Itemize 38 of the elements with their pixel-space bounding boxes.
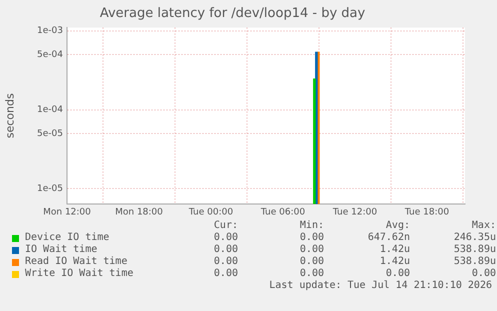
- legend-label: Device IO time: [25, 232, 110, 244]
- text: 246.35u: [452, 232, 496, 244]
- x-tick-label: Mon 12:00: [43, 208, 92, 218]
- text: Avg:: [384, 220, 410, 232]
- text: 538.89u: [452, 244, 496, 256]
- text: 0.00: [298, 244, 324, 256]
- text: 0.00: [298, 268, 324, 280]
- x-tick-label: Tue 12:00: [332, 208, 378, 218]
- text: 0.00: [298, 256, 324, 268]
- text: 0.00: [212, 256, 238, 268]
- text: Cur:: [212, 220, 238, 232]
- text: 0.00: [384, 268, 410, 280]
- chart-title: Average latency for /dev/loop14 - by day: [100, 6, 366, 22]
- x-tick-label: Mon 18:00: [115, 208, 164, 218]
- text: Last update: Tue Jul 14 21:10:10 2026: [268, 280, 492, 292]
- text: 1.42u: [378, 256, 410, 268]
- text: 0.00: [212, 232, 238, 244]
- legend-label: Write IO Wait time: [25, 268, 134, 280]
- text: Min:: [298, 220, 324, 232]
- y-tick-label: 5e-05: [37, 128, 63, 139]
- y-tick-label: 1e-05: [37, 184, 63, 194]
- x-tick-label: Tue 18:00: [404, 208, 450, 218]
- text: 1.42u: [378, 244, 410, 256]
- y-tick-label: 1e-03: [37, 26, 63, 36]
- text: 0.00: [212, 244, 238, 256]
- x-tick-label: Tue 06:00: [260, 208, 306, 218]
- y-tick-label: 1e-04: [37, 105, 64, 116]
- text: 0.00: [470, 268, 496, 280]
- legend-label: IO Wait time: [25, 244, 98, 256]
- text: Max:: [470, 220, 496, 232]
- x-tick-label: Tue 00:00: [188, 208, 234, 218]
- text: 538.89u: [452, 256, 496, 268]
- text: 0.00: [298, 232, 324, 244]
- y-tick-label: 5e-04: [37, 50, 64, 60]
- text: 0.00: [212, 268, 238, 280]
- legend-label: Read IO Wait time: [25, 256, 128, 268]
- text: 647.62n: [366, 232, 410, 244]
- y-axis-title: seconds: [3, 93, 16, 138]
